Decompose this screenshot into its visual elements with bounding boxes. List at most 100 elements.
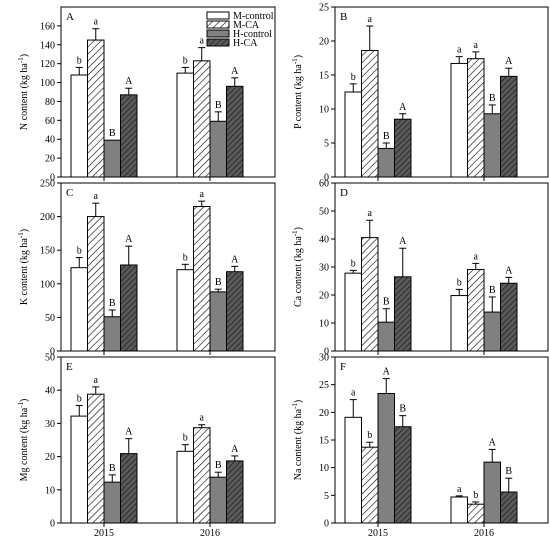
y-axis-label: K content (kg ha-1) [17, 229, 30, 305]
significance-label: A [231, 254, 239, 265]
significance-label: b [457, 277, 462, 288]
bar [467, 58, 485, 178]
y-tick-label: 10 [45, 485, 55, 496]
bar [70, 415, 88, 524]
significance-label: A [125, 76, 133, 87]
panel-c: C 0 50 100 150 200 250 K content (kg ha-1) b b a a B… [17, 179, 276, 358]
significance-label: A [231, 66, 239, 77]
bar [483, 461, 501, 524]
bar [87, 39, 105, 178]
y-tick-label: 150 [40, 246, 55, 257]
bar [120, 453, 138, 524]
y-axis-label: Ca content (kg ha-1) [291, 227, 304, 307]
plot-frame [334, 6, 549, 178]
y-tick-label: 50 [319, 207, 329, 218]
y-tick-label: 120 [40, 59, 55, 70]
y-tick-label: 160 [40, 21, 55, 32]
y-tick-label: 40 [45, 386, 55, 397]
y-tick-label: 0 [324, 173, 329, 184]
bar [500, 491, 518, 524]
significance-label: b [351, 258, 356, 269]
bar [500, 282, 518, 352]
bar [394, 118, 412, 178]
y-tick-label: 100 [40, 78, 55, 89]
bar [467, 503, 485, 524]
bar [209, 476, 227, 524]
bar [193, 206, 211, 352]
bar [226, 85, 244, 178]
y-tick-label: 20 [45, 154, 55, 165]
panel-b: B 0 5 10 15 20 25 P content (kg ha-1) b a a a B B A A [291, 3, 549, 184]
panel-label: B [340, 11, 347, 23]
significance-label: A [489, 437, 497, 448]
legend-label: H-CA [233, 38, 258, 49]
y-tick-label: 5 [324, 491, 329, 502]
bar [209, 291, 227, 352]
legend-swatch [206, 20, 230, 29]
bar [361, 237, 379, 352]
bar [226, 271, 244, 352]
significance-label: a [368, 208, 373, 219]
significance-label: A [399, 102, 407, 113]
bar [344, 91, 362, 178]
y-tick-label: 30 [319, 353, 329, 364]
bar [361, 446, 379, 524]
y-tick-label: 20 [45, 452, 55, 463]
bar [70, 267, 88, 352]
bar [483, 113, 501, 178]
y-tick-label: 60 [45, 116, 55, 127]
significance-label: a [474, 40, 479, 51]
significance-label: a [368, 14, 373, 25]
significance-label: B [109, 463, 116, 474]
y-tick-label: 80 [45, 97, 55, 108]
y-tick-label: 15 [319, 71, 329, 82]
bar [344, 272, 362, 352]
bar [209, 120, 227, 178]
significance-label: B [383, 297, 390, 308]
y-axis-label: N content (kg ha-1) [17, 54, 30, 130]
bar [226, 460, 244, 524]
significance-label: A [125, 427, 133, 438]
bar [87, 393, 105, 524]
panel-label: E [66, 361, 73, 373]
significance-label: b [77, 246, 82, 257]
x-tick-label: 2016 [200, 528, 220, 536]
significance-label: b [183, 433, 188, 444]
x-tick-label: 2015 [94, 528, 114, 536]
bar [176, 269, 194, 352]
panel-label: C [66, 187, 73, 199]
significance-label: B [109, 298, 116, 309]
bar [120, 94, 138, 178]
significance-label: a [94, 375, 99, 386]
legend-label: M-control [233, 11, 274, 22]
y-axis-label: P content (kg ha-1) [291, 55, 304, 129]
bar [193, 60, 211, 178]
bar [377, 321, 395, 352]
bar [176, 72, 194, 178]
bar [87, 216, 105, 352]
significance-label: B [489, 285, 496, 296]
panel-label: A [66, 11, 74, 23]
panel-a: A 0 20 40 60 80 100 120 140 160 N content (kg ha-1… [17, 6, 276, 184]
plot-frame [60, 356, 276, 524]
significance-label: a [457, 484, 462, 495]
significance-label: B [383, 131, 390, 142]
significance-label: a [94, 191, 99, 202]
bar [120, 264, 138, 352]
y-tick-label: 20 [319, 37, 329, 48]
y-axis-label: Mg content (kg ha-1) [17, 399, 30, 482]
y-tick-label: 10 [319, 105, 329, 116]
significance-label: B [489, 93, 496, 104]
panel-e: E 0 10 20 30 40 50 Mg content (kg ha-1) 2015 2016… [17, 353, 276, 536]
significance-label: A [505, 56, 513, 67]
significance-label: A [505, 265, 513, 276]
significance-label: b [77, 55, 82, 66]
legend-label: M-CA [233, 20, 260, 31]
significance-label: b [367, 430, 372, 441]
significance-label: b [183, 252, 188, 263]
bar [70, 74, 88, 178]
significance-label: a [200, 189, 205, 200]
significance-label: b [77, 393, 82, 404]
